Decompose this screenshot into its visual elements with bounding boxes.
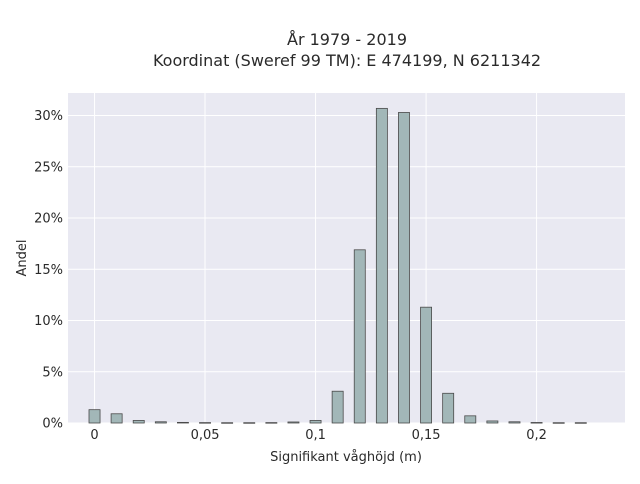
histogram-bar [508,421,521,424]
x-axis-label: Signifikant våghöjd (m) [270,450,422,465]
y-tick-label: 10% [34,314,63,329]
histogram-bar [464,415,477,424]
histogram-bar [486,420,499,424]
histogram-bar [177,421,189,424]
histogram-bar [287,421,300,424]
histogram-bar [398,112,410,424]
histogram-bar [574,422,587,424]
histogram-bar [132,420,145,424]
histogram-bar [442,392,455,424]
y-tick-label: 30% [34,109,63,124]
grid-lines [68,93,625,424]
x-tick-label: 0,15 [412,428,441,443]
histogram-bar [375,107,388,424]
histogram-bar [243,422,256,424]
y-tick-label: 15% [34,263,63,278]
histogram-bar [199,422,211,424]
histogram-bar [88,409,101,424]
histogram-bar [309,420,322,424]
plot-area [68,93,625,423]
x-tick-label: 0,1 [305,428,326,443]
x-tick-label: 0,05 [191,428,220,443]
histogram-bar [154,421,167,424]
bars [88,107,587,424]
histogram-bar [110,413,123,424]
tick-labels: 0% 5% 10% 15% 20% 25% 30% 0 0,05 0,1 0,15 0,2 [34,109,547,443]
histogram-bar [552,422,565,424]
histogram-bar [353,249,366,424]
y-tick-label: 25% [34,160,63,175]
y-tick-label: 0% [42,417,63,432]
histogram-bar [420,306,432,424]
x-tick-label: 0,2 [526,428,547,443]
histogram-bar [221,422,234,424]
histogram-bar [530,422,543,424]
chart-title-line2: Koordinat (Sweref 99 TM): E 474199, N 62… [153,51,541,70]
histogram-bar [265,422,278,424]
y-tick-label: 20% [34,212,63,227]
y-tick-label: 5% [42,365,63,380]
x-tick-label: 0 [90,428,98,443]
y-axis-label: Andel [15,240,30,277]
chart-title-line1: År 1979 - 2019 [287,30,407,49]
histogram-bar [331,390,344,424]
